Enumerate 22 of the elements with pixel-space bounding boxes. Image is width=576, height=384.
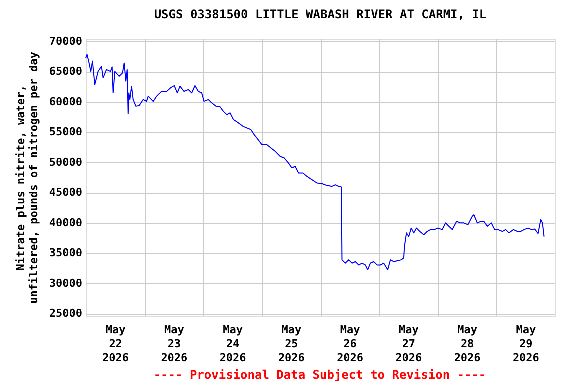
x-tick-label: May 27 2026: [396, 324, 423, 364]
y-tick-label: 55000: [49, 126, 82, 139]
x-tick-label: May 25 2026: [278, 324, 306, 364]
chart-title: USGS 03381500 LITTLE WABASH RIVER AT CARMI, IL: [154, 7, 487, 22]
x-tick-label: May 28 2026: [454, 324, 482, 364]
y-tick-label: 45000: [49, 186, 82, 200]
text: ---- Provisional Data Subject to Revision ----: [154, 368, 486, 382]
line-series: [86, 54, 545, 271]
y-tick-label: 40000: [49, 216, 82, 230]
y-tick-label: 50000: [49, 156, 82, 169]
y-tick-label: 30000: [49, 276, 82, 290]
x-tick-label: May 26 2026: [337, 324, 364, 364]
y-axis-title: Nitrate plus nitrite, water, unfiltered, pounds of nitrogen per day: [14, 52, 40, 304]
x-tick-label: May 23 2026: [161, 324, 188, 364]
x-tick-label: May 22 2026: [102, 324, 130, 364]
y-tick-label: 60000: [49, 95, 82, 108]
y-tick-label: 35000: [49, 246, 82, 260]
y-tick-label: 25000: [49, 307, 82, 320]
x-tick-label: May 29 2026: [512, 324, 540, 364]
y-tick-label: 70000: [49, 34, 82, 48]
y-tick-label: 65000: [49, 65, 82, 78]
x-tick-label: May 24 2026: [220, 324, 247, 364]
